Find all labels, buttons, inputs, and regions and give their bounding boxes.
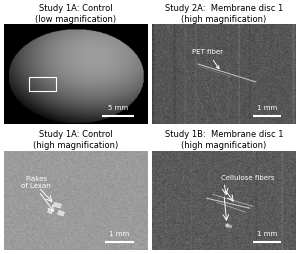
Text: PET fiber: PET fiber [192,49,223,69]
Point [227,224,232,228]
Text: Cellulose fibers: Cellulose fibers [221,176,274,181]
Text: 1 mm: 1 mm [257,105,277,111]
Title: Study 1B:  Membrane disc 1
(high magnification): Study 1B: Membrane disc 1 (high magnific… [165,131,283,150]
Text: Flakes
of Lexan: Flakes of Lexan [21,176,51,189]
Text: 5 mm: 5 mm [108,105,128,111]
Title: Study 2A:  Membrane disc 1
(high magnification): Study 2A: Membrane disc 1 (high magnific… [165,4,283,24]
Text: 1 mm: 1 mm [257,231,277,237]
Polygon shape [47,209,53,214]
Point [224,223,229,227]
Polygon shape [53,202,62,208]
Title: Study 1A: Control
(low magnification): Study 1A: Control (low magnification) [35,4,117,24]
Bar [28,77,56,91]
Polygon shape [57,210,64,216]
Title: Study 1A: Control
(high magnification): Study 1A: Control (high magnification) [33,131,119,150]
Text: 1 mm: 1 mm [109,231,129,237]
